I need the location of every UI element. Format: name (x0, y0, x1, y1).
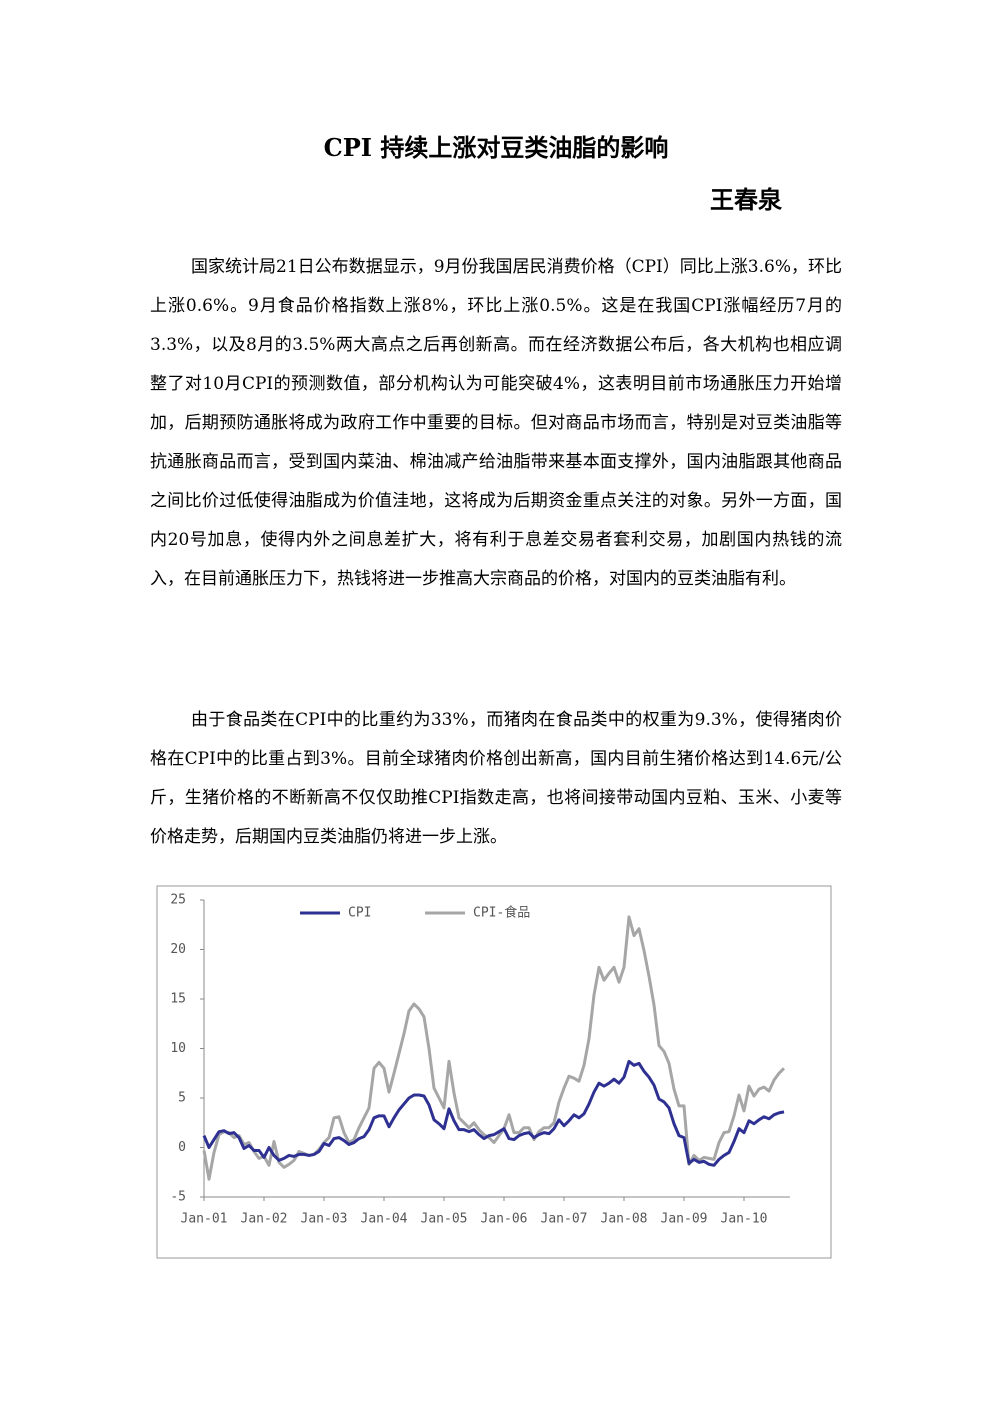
x-tick-label: Jan-08 (601, 1212, 648, 1227)
y-tick-label: 25 (170, 893, 186, 908)
x-tick-label: Jan-02 (241, 1212, 288, 1227)
title: CPI 持续上涨对豆类油脂的影响 (323, 133, 669, 162)
legend-label: CPI-食品 (473, 905, 530, 921)
x-tick-label: Jan-01 (181, 1212, 228, 1227)
x-tick-label: Jan-06 (481, 1212, 528, 1227)
x-tick-label: Jan-03 (301, 1212, 348, 1227)
x-tick-label: Jan-07 (541, 1212, 588, 1227)
series-line (202, 915, 786, 1181)
y-tick-label: -5 (170, 1190, 186, 1205)
y-tick-label: 0 (178, 1140, 186, 1155)
author: 王春泉 (710, 185, 782, 214)
legend-label: CPI (348, 906, 371, 921)
series-line (202, 1059, 785, 1167)
x-tick-label: Jan-04 (361, 1212, 408, 1227)
chart-frame (156, 885, 832, 1259)
y-tick-label: 10 (170, 1041, 186, 1056)
paragraph: 由于食品类在CPI中的比重约为33%，而猪肉在食品类中的权重为9.3%，使得猪肉… (150, 710, 842, 847)
x-tick-label: Jan-10 (721, 1212, 768, 1227)
x-tick-label: Jan-05 (421, 1212, 468, 1227)
paragraph: 国家统计局21日公布数据显示，9月份我国居民消费价格（CPI）同比上涨3.6%，… (150, 257, 842, 589)
x-tick-label: Jan-09 (661, 1212, 708, 1227)
y-tick-label: 5 (178, 1091, 186, 1106)
y-tick-label: 15 (170, 992, 186, 1007)
y-tick-label: 20 (170, 942, 186, 957)
